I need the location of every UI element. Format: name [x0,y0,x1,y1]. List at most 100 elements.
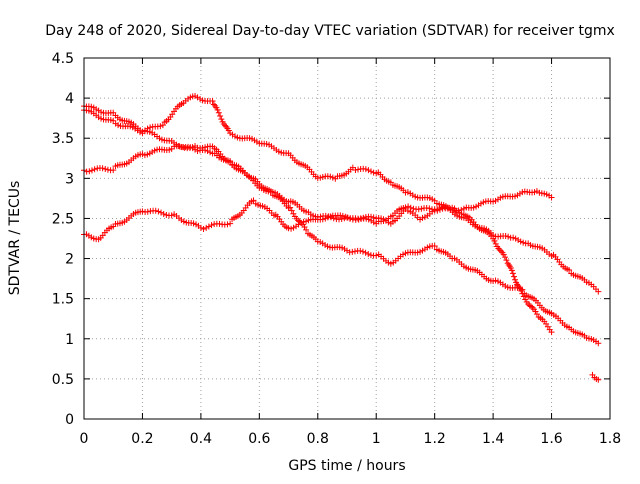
data-point [491,237,498,244]
data-point [287,204,294,211]
tick-layer: 0 0.2 0.4 0.6 0.8 1 1.2 1.4 1.6 1.8 0 0.5 1 1.5 2 2.5 3 3… [52,51,621,447]
data-point [155,208,162,215]
data-point [250,197,257,204]
y-tick-label: 1.5 [52,292,74,308]
data-point [519,286,526,293]
data-point [510,234,517,241]
data-point [86,168,93,175]
data-point [357,247,364,254]
x-axis-label: GPS time / hours [288,458,405,474]
y-tick-label: 0 [65,412,74,428]
data-point [218,116,225,123]
y-tick-label: 2.5 [52,211,74,227]
data-point [322,215,329,222]
data-point [99,165,106,172]
data-point [199,97,206,104]
data-point [495,245,502,252]
data-point [431,242,438,249]
data-point [355,166,362,173]
data-point [532,308,539,315]
series-track-1 [81,93,602,295]
data-point [319,173,326,180]
y-axis-label: SDTVAR / TECUs [7,181,23,296]
data-point [359,248,366,255]
x-tick-label: 0.4 [190,431,212,447]
data-point [317,174,324,181]
data-point [102,165,109,172]
data-point [502,232,509,239]
data-point [268,188,275,195]
data-point [192,93,199,100]
data-point [139,208,146,215]
y-tick-label: 2 [65,252,74,268]
data-point [510,273,517,280]
data-point [209,98,216,105]
data-point [349,248,356,255]
data-point [522,296,529,303]
data-point [418,205,425,212]
data-point [365,167,372,174]
data-point [357,215,364,222]
data-point [327,173,334,180]
data-point [520,239,527,246]
data-point [217,113,224,120]
data-point [508,267,515,274]
data-point [91,166,98,173]
data-point [227,157,234,164]
data-point [319,216,326,223]
data-point [288,207,295,214]
grid-layer [84,58,610,419]
data-point [215,109,222,116]
data-point [338,216,345,223]
data-point [197,224,204,231]
data-point [158,209,165,216]
data-point [362,249,369,256]
data-point [512,235,519,242]
chart-title: Day 248 of 2020, Sidereal Day-to-day VTE… [45,23,615,39]
data-point [288,225,295,232]
data-point [168,145,175,152]
series-track-5 [589,371,602,383]
data-point [207,149,214,156]
data-point [365,251,372,258]
data-point [210,101,217,108]
data-point [528,303,535,310]
data-point [360,214,367,221]
data-point [525,301,532,308]
x-tick-label: 1.2 [424,431,446,447]
x-tick-label: 1.8 [599,431,621,447]
data-point [505,261,512,268]
data-point [197,96,204,103]
data-point [144,208,151,215]
plot-frame [83,57,611,420]
data-point [342,213,349,220]
data-point [509,270,516,277]
data-point [352,167,359,174]
data-point [203,224,210,231]
data-point [595,288,602,295]
data-point [566,266,573,273]
data-point [368,168,375,175]
data-point [222,122,229,129]
data-point [224,221,231,228]
data-point [426,205,433,212]
data-point [110,167,117,174]
data-point [434,206,441,213]
data-point [208,222,215,229]
data-point [202,147,209,154]
data-point [517,238,524,245]
x-tick-label: 0 [80,431,89,447]
data-point [152,207,159,214]
x-tick-label: 1.4 [482,431,504,447]
y-tick-label: 4.5 [52,51,74,67]
data-point [512,276,519,283]
data-point [548,194,555,201]
data-point [367,252,374,259]
data-point [502,254,509,261]
data-point [285,225,292,232]
data-point [492,240,499,247]
data-point [329,174,336,181]
data-point [500,251,507,258]
series-layer [81,93,602,383]
